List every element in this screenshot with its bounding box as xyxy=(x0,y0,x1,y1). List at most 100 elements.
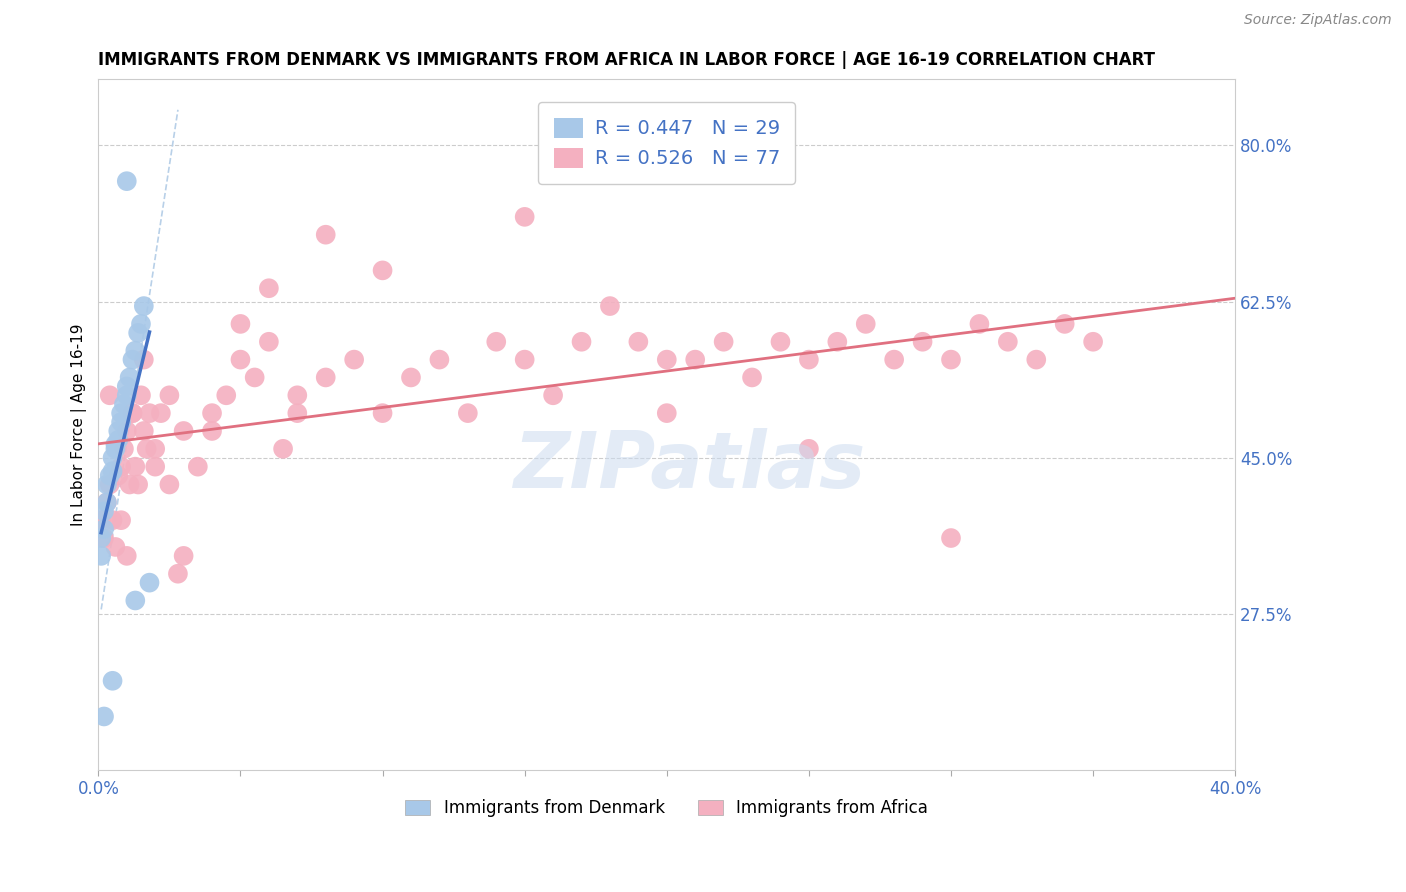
Point xyxy=(855,317,877,331)
Point xyxy=(797,442,820,456)
Point xyxy=(124,343,146,358)
Point xyxy=(98,388,121,402)
Point xyxy=(541,388,564,402)
Point xyxy=(655,406,678,420)
Point xyxy=(683,352,706,367)
Point xyxy=(285,388,308,402)
Point xyxy=(883,352,905,367)
Point xyxy=(1053,317,1076,331)
Point xyxy=(429,352,451,367)
Point xyxy=(121,352,143,367)
Point xyxy=(96,477,118,491)
Point xyxy=(399,370,422,384)
Point xyxy=(135,442,157,456)
Point xyxy=(827,334,849,349)
Point xyxy=(599,299,621,313)
Point xyxy=(115,424,138,438)
Text: ZIPatlas: ZIPatlas xyxy=(513,428,866,504)
Point xyxy=(315,370,337,384)
Point xyxy=(457,406,479,420)
Point xyxy=(110,513,132,527)
Point xyxy=(969,317,991,331)
Point xyxy=(343,352,366,367)
Point xyxy=(110,459,132,474)
Point xyxy=(627,334,650,349)
Point xyxy=(201,406,224,420)
Point xyxy=(157,477,180,491)
Point xyxy=(96,495,118,509)
Text: Source: ZipAtlas.com: Source: ZipAtlas.com xyxy=(1244,13,1392,28)
Point xyxy=(911,334,934,349)
Point xyxy=(229,317,252,331)
Point xyxy=(741,370,763,384)
Point xyxy=(129,317,152,331)
Point xyxy=(655,352,678,367)
Point xyxy=(257,281,280,295)
Point xyxy=(107,468,129,483)
Point xyxy=(271,442,294,456)
Point xyxy=(132,299,155,313)
Legend: Immigrants from Denmark, Immigrants from Africa: Immigrants from Denmark, Immigrants from… xyxy=(399,793,935,824)
Point xyxy=(513,210,536,224)
Point xyxy=(101,450,124,465)
Point xyxy=(112,442,135,456)
Point xyxy=(101,673,124,688)
Point xyxy=(104,437,127,451)
Point xyxy=(143,459,166,474)
Point xyxy=(93,522,115,536)
Point xyxy=(173,424,195,438)
Point xyxy=(939,531,962,545)
Point xyxy=(110,406,132,420)
Point xyxy=(132,352,155,367)
Point xyxy=(115,379,138,393)
Point xyxy=(107,433,129,447)
Point xyxy=(101,513,124,527)
Point xyxy=(187,459,209,474)
Point xyxy=(173,549,195,563)
Point xyxy=(110,415,132,429)
Point xyxy=(201,424,224,438)
Point xyxy=(371,263,394,277)
Point xyxy=(96,495,118,509)
Point xyxy=(121,406,143,420)
Point xyxy=(513,352,536,367)
Point xyxy=(124,593,146,607)
Point xyxy=(285,406,308,420)
Point xyxy=(132,424,155,438)
Point xyxy=(115,549,138,563)
Point xyxy=(371,406,394,420)
Point xyxy=(997,334,1019,349)
Point xyxy=(939,352,962,367)
Point xyxy=(98,468,121,483)
Point xyxy=(1081,334,1104,349)
Point xyxy=(257,334,280,349)
Point xyxy=(121,406,143,420)
Point xyxy=(243,370,266,384)
Point xyxy=(1025,352,1047,367)
Point xyxy=(138,406,160,420)
Point xyxy=(93,709,115,723)
Point xyxy=(104,442,127,456)
Point xyxy=(107,424,129,438)
Point xyxy=(90,513,112,527)
Point xyxy=(157,388,180,402)
Point xyxy=(315,227,337,242)
Point xyxy=(571,334,593,349)
Point xyxy=(229,352,252,367)
Point xyxy=(127,477,149,491)
Point xyxy=(149,406,172,420)
Point xyxy=(215,388,238,402)
Point xyxy=(713,334,735,349)
Point xyxy=(93,531,115,545)
Y-axis label: In Labor Force | Age 16-19: In Labor Force | Age 16-19 xyxy=(72,323,87,525)
Point xyxy=(485,334,508,349)
Point xyxy=(93,504,115,518)
Point xyxy=(104,540,127,554)
Point xyxy=(101,464,124,478)
Text: IMMIGRANTS FROM DENMARK VS IMMIGRANTS FROM AFRICA IN LABOR FORCE | AGE 16-19 COR: IMMIGRANTS FROM DENMARK VS IMMIGRANTS FR… xyxy=(98,51,1156,69)
Point xyxy=(115,174,138,188)
Point xyxy=(98,477,121,491)
Point xyxy=(797,352,820,367)
Point xyxy=(90,531,112,545)
Point xyxy=(143,442,166,456)
